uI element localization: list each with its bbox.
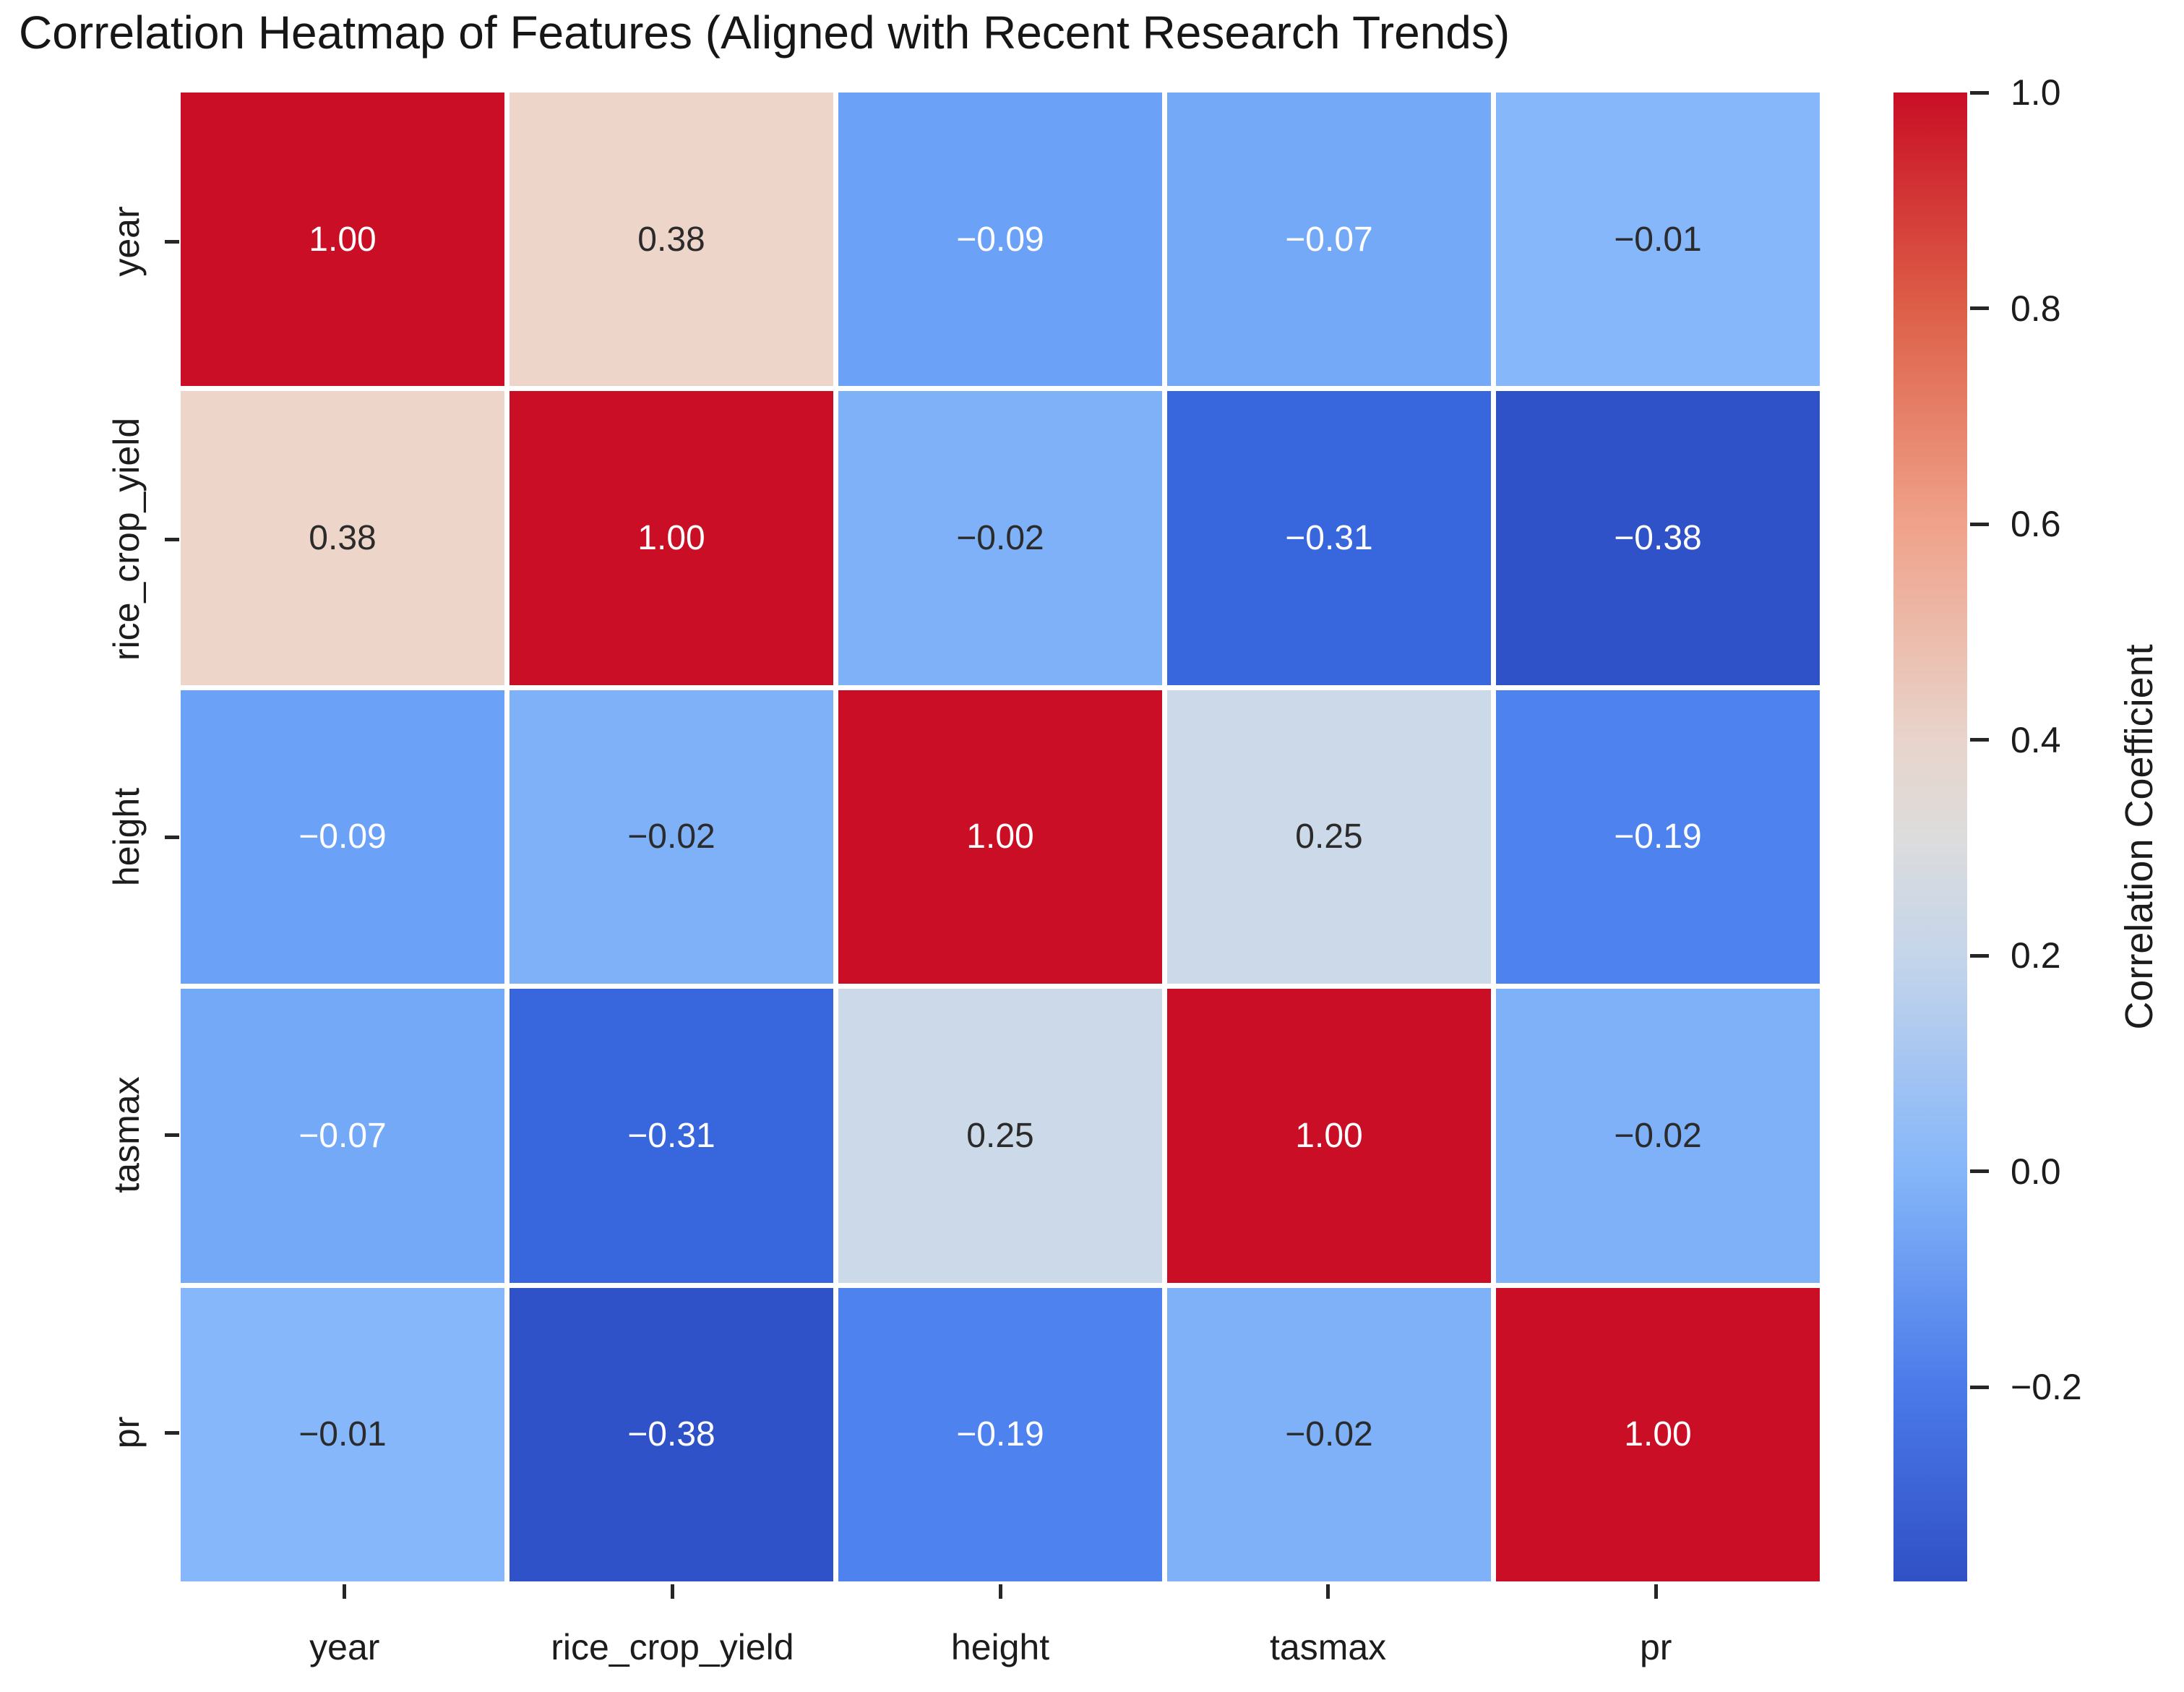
y-tick-label-height: height xyxy=(106,787,147,887)
colorbar-tick-mark xyxy=(1970,522,1989,526)
heatmap-cell-pr-year: −0.01 xyxy=(181,1287,504,1581)
colorbar-tick-mark xyxy=(1970,90,1989,95)
chart-title: Correlation Heatmap of Features (Aligned… xyxy=(19,7,1510,59)
heatmap-cell-rice_crop_yield-pr: −0.38 xyxy=(1496,391,1820,685)
heatmap-cell-height-tasmax: 0.25 xyxy=(1167,690,1491,984)
heatmap-cell-year-rice_crop_yield: 0.38 xyxy=(510,93,833,387)
y-tick-label-tasmax: tasmax xyxy=(106,1076,147,1193)
heatmap-cell-height-pr: −0.19 xyxy=(1496,690,1820,984)
y-tick-label-rice_crop_yield: rice_crop_yield xyxy=(106,417,147,661)
colorbar-tick-label-0.4: 0.4 xyxy=(2011,719,2061,760)
colorbar-tick-mark xyxy=(1970,953,1989,958)
colorbar-tick-label-0.2: 0.2 xyxy=(2011,935,2061,976)
colorbar-tick-label-0.8: 0.8 xyxy=(2011,288,2061,329)
heatmap-cell-tasmax-pr: −0.02 xyxy=(1496,989,1820,1283)
colorbar-tick-mark xyxy=(1970,1169,1989,1174)
heatmap-cell-year-year: 1.00 xyxy=(181,93,504,387)
colorbar-tick-mark xyxy=(1970,306,1989,311)
x-tick-label-height: height xyxy=(950,1627,1050,1667)
x-tick-mark xyxy=(670,1584,674,1599)
heatmap-cell-year-tasmax: −0.07 xyxy=(1167,93,1491,387)
colorbar-tick-label-0.6: 0.6 xyxy=(2011,504,2061,545)
heatmap-cell-rice_crop_yield-year: 0.38 xyxy=(181,391,504,685)
y-tick-mark xyxy=(165,537,179,541)
x-tick-mark xyxy=(343,1584,347,1599)
colorbar-tick-label-0.0: 0.0 xyxy=(2011,1151,2061,1192)
heatmap-cell-rice_crop_yield-height: −0.02 xyxy=(838,391,1162,685)
y-tick-mark xyxy=(165,1133,179,1137)
heatmap-cell-height-height: 1.00 xyxy=(838,690,1162,984)
colorbar-tick-label-−0.2: −0.2 xyxy=(2011,1367,2082,1408)
y-tick-mark xyxy=(165,835,179,839)
x-tick-label-year: year xyxy=(309,1627,380,1667)
heatmap-cell-pr-tasmax: −0.02 xyxy=(1167,1287,1491,1581)
x-tick-mark xyxy=(998,1584,1002,1599)
heatmap-cell-height-rice_crop_yield: −0.02 xyxy=(510,690,833,984)
heatmap-cell-pr-pr: 1.00 xyxy=(1496,1287,1820,1581)
colorbar-tick-label-1.0: 1.0 xyxy=(2011,72,2061,113)
heatmap-cell-year-height: −0.09 xyxy=(838,93,1162,387)
x-tick-label-pr: pr xyxy=(1639,1627,1672,1667)
x-tick-label-tasmax: tasmax xyxy=(1270,1627,1387,1667)
heatmap-cell-tasmax-rice_crop_yield: −0.31 xyxy=(510,989,833,1283)
x-tick-label-rice_crop_yield: rice_crop_yield xyxy=(551,1627,794,1667)
y-tick-mark xyxy=(165,1430,179,1435)
y-tick-mark xyxy=(165,239,179,244)
heatmap-cell-pr-rice_crop_yield: −0.38 xyxy=(510,1287,833,1581)
heatmap-cell-rice_crop_yield-rice_crop_yield: 1.00 xyxy=(510,391,833,685)
colorbar-axis-label: Correlation Coefficient xyxy=(2118,644,2161,1030)
heatmap-cell-tasmax-year: −0.07 xyxy=(181,989,504,1283)
y-tick-label-year: year xyxy=(106,206,147,277)
y-tick-label-pr: pr xyxy=(106,1416,147,1449)
heatmap-cell-tasmax-tasmax: 1.00 xyxy=(1167,989,1491,1283)
heatmap-cell-pr-height: −0.19 xyxy=(838,1287,1162,1581)
colorbar-tick-mark xyxy=(1970,738,1989,742)
heatmap-cell-tasmax-height: 0.25 xyxy=(838,989,1162,1283)
colorbar-gradient xyxy=(1893,93,1967,1581)
colorbar-tick-mark xyxy=(1970,1385,1989,1389)
heatmap-grid: 1.00 0.38 −0.09 −0.07 −0.01 0.38 1.00 −0.02 −0.3… xyxy=(181,93,1820,1581)
heatmap-cell-height-year: −0.09 xyxy=(181,690,504,984)
x-tick-mark xyxy=(1326,1584,1330,1599)
x-tick-mark xyxy=(1654,1584,1658,1599)
heatmap-cell-rice_crop_yield-tasmax: −0.31 xyxy=(1167,391,1491,685)
heatmap-cell-year-pr: −0.01 xyxy=(1496,93,1820,387)
